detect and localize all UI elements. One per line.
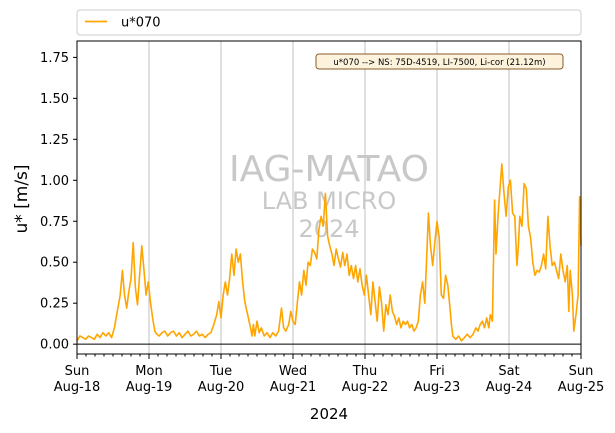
x-tick-label-day: Thu [352, 364, 377, 379]
annotation: u*070 --> NS: 75D-4519, LI-7500, Li-cor … [315, 53, 564, 70]
y-axis-title: u* [m/s] [12, 164, 32, 233]
x-tick-label-date: Aug-20 [198, 380, 245, 395]
x-tick-label-date: Aug-23 [414, 380, 461, 395]
legend-frame [76, 9, 582, 36]
x-tick-label-date: Aug-25 [558, 380, 605, 395]
y-tick-label: 0.75 [40, 215, 69, 230]
watermark-line-2: LAB MICRO [262, 187, 397, 215]
x-axis: SunAug-18MonAug-19TueAug-20WedAug-21ThuA… [54, 354, 605, 395]
x-tick-label-day: Fri [429, 364, 445, 379]
watermark-line-3: 2024 [298, 215, 359, 243]
y-tick-label: 1.75 [40, 51, 69, 66]
x-tick-label-day: Mon [135, 364, 162, 379]
series-u070-line [76, 163, 582, 342]
watermark-line-1: IAG-MATAO [229, 149, 429, 190]
x-tick-label-day: Wed [279, 364, 307, 379]
legend: u*070 [76, 9, 582, 36]
y-axis: 0.00 0.25 0.50 0.75 1.00 1.25 1.50 1.75 [40, 51, 77, 353]
legend-label: u*070 [121, 16, 161, 31]
x-tick-label-date: Aug-22 [342, 380, 389, 395]
y-tick-label: 1.50 [40, 92, 69, 107]
x-tick-label-date: Aug-18 [54, 380, 101, 395]
y-tick-label: 1.25 [40, 133, 69, 148]
x-tick-label-day: Sun [65, 364, 90, 379]
x-tick-label-date: Aug-24 [486, 380, 533, 395]
y-tick-label: 1.00 [40, 174, 69, 189]
y-tick-label: 0.25 [40, 297, 69, 312]
y-tick-label: 0.50 [40, 256, 69, 271]
x-tick-label-day: Sun [569, 364, 594, 379]
x-axis-title: 2024 [310, 405, 348, 423]
x-tick-label-date: Aug-19 [126, 380, 173, 395]
x-tick-label-day: Tue [209, 364, 232, 379]
x-tick-label-date: Aug-21 [270, 380, 317, 395]
gridlines [148, 41, 510, 354]
annotation-box [315, 53, 564, 70]
annotation-text: u*070 --> NS: 75D-4519, LI-7500, Li-cor … [333, 58, 545, 68]
x-tick-label-day: Sat [498, 364, 519, 379]
y-tick-label: 0.00 [40, 338, 69, 353]
watermark: IAG-MATAO LAB MICRO 2024 [229, 149, 429, 243]
